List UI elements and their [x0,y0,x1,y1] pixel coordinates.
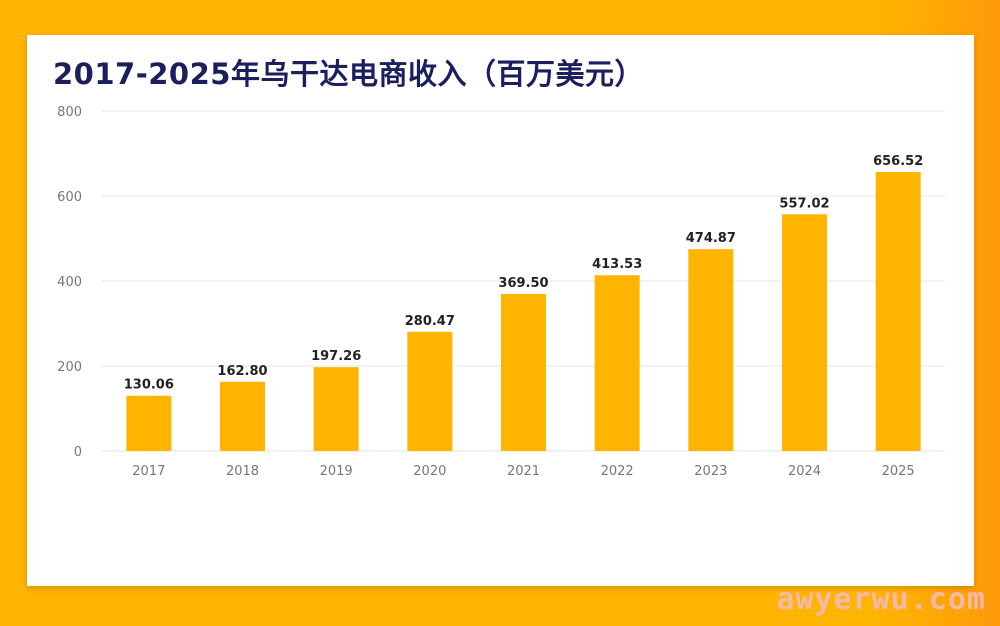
x-tick-label: 2025 [882,464,915,479]
y-tick-label: 800 [57,105,82,120]
bar [126,395,172,451]
bar [782,214,827,451]
x-tick-label: 2020 [413,464,446,479]
bar [313,367,359,451]
y-tick-label: 0 [74,445,82,460]
bar [688,249,734,451]
y-tick-label: 600 [57,190,82,205]
x-tick-label: 2024 [788,464,821,479]
chart-card: 2017-2025年乌干达电商收入（百万美元） 0 200 400 600 800 130… [27,35,974,586]
x-tick-label: 2021 [507,464,540,479]
bar [594,275,640,451]
bar-chart: 0 200 400 600 800 130.06 2017 162.80 2018 197.26 2… [57,105,945,479]
data-label: 197.26 [311,349,361,364]
data-label: 130.06 [124,378,174,393]
bar [501,293,546,451]
data-label: 656.52 [873,154,923,169]
data-label: 162.80 [217,364,267,379]
data-label: 369.50 [498,276,548,291]
data-label: 557.02 [779,196,829,211]
x-tick-label: 2017 [132,464,165,479]
bar [220,381,265,451]
data-label: 280.47 [405,314,455,329]
y-tick-label: 400 [57,275,82,290]
x-tick-label: 2019 [320,464,353,479]
y-tick-label: 200 [57,360,82,375]
bar [875,171,921,451]
x-tick-label: 2018 [226,464,259,479]
x-tick-label: 2023 [694,464,727,479]
bar [407,331,453,451]
x-tick-label: 2022 [601,464,634,479]
data-label: 474.87 [686,231,736,246]
data-label: 413.53 [592,257,642,272]
watermark: awyerwu.com [776,582,986,617]
chart-title: 2017-2025年乌干达电商收入（百万美元） [53,57,644,91]
